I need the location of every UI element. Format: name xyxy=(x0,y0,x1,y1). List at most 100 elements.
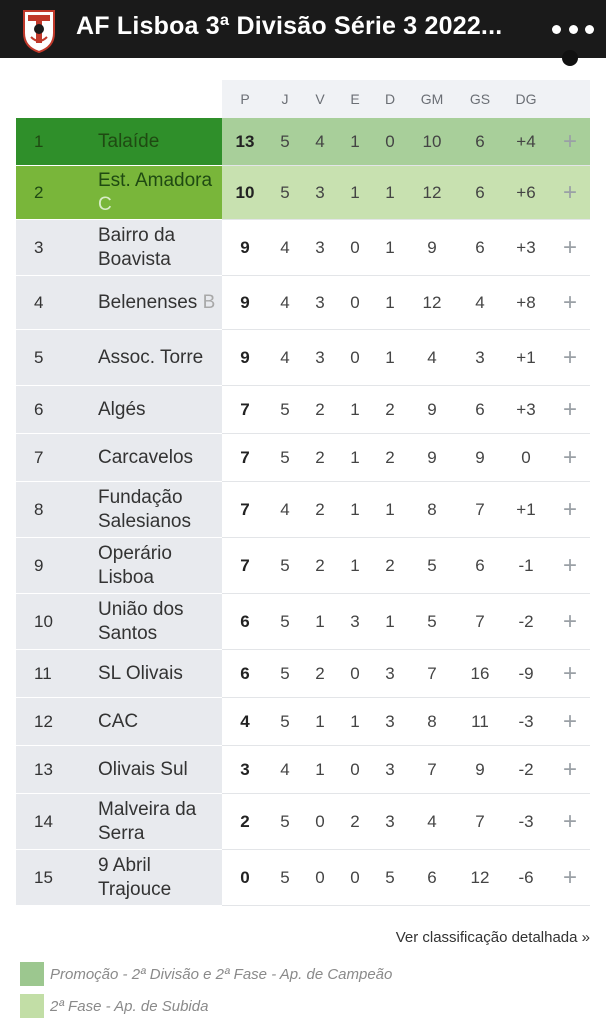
stat-gs: 7 xyxy=(475,499,485,519)
team-name[interactable]: Operário Lisboa xyxy=(98,538,220,593)
team-name[interactable]: Carcavelos xyxy=(98,434,220,481)
position-number: 3 xyxy=(34,237,44,257)
legend-swatch-second-phase xyxy=(20,994,44,1018)
team-name[interactable]: Talaíde xyxy=(98,118,220,165)
stat-p: 4 xyxy=(240,711,250,731)
team-name[interactable]: Belenenses B xyxy=(98,276,220,329)
table-row[interactable]: 12 CAC 4 5 1 1 3 8 11 -3 + xyxy=(16,698,590,746)
row-stats: 2 5 0 2 3 4 7 -3 + xyxy=(222,794,590,850)
stat-d: 5 xyxy=(385,867,395,887)
team-name[interactable]: Algés xyxy=(98,386,220,433)
table-row[interactable]: 2 Est. Amadora C 10 5 3 1 1 12 6 +6 + xyxy=(16,166,590,220)
team-name[interactable]: Assoc. Torre xyxy=(98,330,220,385)
table-row[interactable]: 15 9 Abril Trajouce 0 5 0 0 5 6 12 -6 + xyxy=(16,850,590,906)
team-name-text: Bairro da Boavista xyxy=(98,224,176,270)
team-name[interactable]: Malveira da Serra xyxy=(98,794,220,849)
table-row[interactable]: 8 Fundação Salesianos 7 4 2 1 1 8 7 +1 + xyxy=(16,482,590,538)
team-name[interactable]: União dos Santos xyxy=(98,594,220,649)
expand-plus-icon[interactable]: + xyxy=(562,659,578,687)
stat-v: 1 xyxy=(315,759,325,779)
expand-plus-icon[interactable]: + xyxy=(562,707,578,735)
stat-j: 5 xyxy=(280,447,290,467)
table-row[interactable]: 11 SL Olivais 6 5 2 0 3 7 16 -9 + xyxy=(16,650,590,698)
table-row[interactable]: 7 Carcavelos 7 5 2 1 2 9 9 0 + xyxy=(16,434,590,482)
stat-d: 1 xyxy=(385,347,395,367)
row-stats: 0 5 0 0 5 6 12 -6 + xyxy=(222,850,590,906)
stat-d: 1 xyxy=(385,182,395,202)
expand-plus-icon[interactable]: + xyxy=(562,551,578,579)
table-row[interactable]: 4 Belenenses B 9 4 3 0 1 12 4 +8 + xyxy=(16,276,590,330)
expand-plus-icon[interactable]: + xyxy=(562,863,578,891)
column-header-v: V xyxy=(315,91,325,107)
stat-e: 0 xyxy=(350,663,360,683)
stat-e: 2 xyxy=(350,811,360,831)
row-stats: 9 4 3 0 1 9 6 +3 + xyxy=(222,220,590,276)
stat-dg: -2 xyxy=(518,759,534,779)
row-team-cell: 15 9 Abril Trajouce xyxy=(16,850,222,906)
expand-plus-icon[interactable]: + xyxy=(562,395,578,423)
legend-label-second-phase: 2ª Fase - Ap. de Subida xyxy=(50,997,209,1015)
expand-plus-icon[interactable]: + xyxy=(562,807,578,835)
column-header-dg: DG xyxy=(515,91,537,107)
position-number: 9 xyxy=(34,555,44,575)
position-number: 8 xyxy=(34,499,44,519)
team-name[interactable]: Est. Amadora C xyxy=(98,166,220,219)
detailed-standings-link[interactable]: Ver classificação detalhada » xyxy=(395,929,590,946)
table-row[interactable]: 1 Talaíde 13 5 4 1 0 10 6 +4 + xyxy=(16,118,590,166)
stat-gm: 9 xyxy=(427,237,437,257)
team-name[interactable]: CAC xyxy=(98,698,220,745)
stat-dg: -1 xyxy=(518,555,534,575)
table-row[interactable]: 10 União dos Santos 6 5 1 3 1 5 7 -2 + xyxy=(16,594,590,650)
expand-plus-icon[interactable]: + xyxy=(562,343,578,371)
table-row[interactable]: 5 Assoc. Torre 9 4 3 0 1 4 3 +1 + xyxy=(16,330,590,386)
expand-plus-icon[interactable]: + xyxy=(562,607,578,635)
table-row[interactable]: 3 Bairro da Boavista 9 4 3 0 1 9 6 +3 + xyxy=(16,220,590,276)
team-name-text: Olivais Sul xyxy=(98,758,188,780)
stat-dg: -6 xyxy=(518,867,534,887)
table-row[interactable]: 13 Olivais Sul 3 4 1 0 3 7 9 -2 + xyxy=(16,746,590,794)
expand-plus-icon[interactable]: + xyxy=(562,288,578,316)
table-row[interactable]: 9 Operário Lisboa 7 5 2 1 2 5 6 -1 + xyxy=(16,538,590,594)
expand-plus-icon[interactable]: + xyxy=(562,127,578,155)
position-number: 2 xyxy=(34,182,44,202)
stat-dg: 0 xyxy=(521,447,531,467)
more-dots-icon[interactable] xyxy=(552,18,594,40)
stat-j: 5 xyxy=(280,131,290,151)
expand-plus-icon[interactable]: + xyxy=(562,495,578,523)
team-name[interactable]: Olivais Sul xyxy=(98,746,220,793)
stat-d: 2 xyxy=(385,447,395,467)
team-name[interactable]: Bairro da Boavista xyxy=(98,220,220,275)
row-team-cell: 10 União dos Santos xyxy=(16,594,222,650)
team-name[interactable]: Fundação Salesianos xyxy=(98,482,220,537)
team-name-text: Algés xyxy=(98,398,146,420)
stat-gs: 11 xyxy=(471,711,489,731)
stat-gm: 12 xyxy=(422,182,442,202)
stat-v: 2 xyxy=(315,663,325,683)
table-row[interactable]: 14 Malveira da Serra 2 5 0 2 3 4 7 -3 + xyxy=(16,794,590,850)
stat-dg: +8 xyxy=(516,292,536,312)
team-name-text: Fundação Salesianos xyxy=(98,486,191,532)
stat-d: 2 xyxy=(385,555,395,575)
stat-dg: +4 xyxy=(516,131,536,151)
column-header-e: E xyxy=(350,91,360,107)
stat-e: 1 xyxy=(350,182,360,202)
stat-gs: 6 xyxy=(475,399,485,419)
expand-plus-icon[interactable]: + xyxy=(562,233,578,261)
stat-v: 2 xyxy=(315,447,325,467)
table-row[interactable]: 6 Algés 7 5 2 1 2 9 6 +3 + xyxy=(16,386,590,434)
row-stats: 13 5 4 1 0 10 6 +4 + xyxy=(222,118,590,166)
row-team-cell: 2 Est. Amadora C xyxy=(16,166,222,220)
team-name[interactable]: SL Olivais xyxy=(98,650,220,697)
expand-plus-icon[interactable]: + xyxy=(562,755,578,783)
expand-plus-icon[interactable]: + xyxy=(562,178,578,206)
position-number: 13 xyxy=(34,759,53,779)
expand-plus-icon[interactable]: + xyxy=(562,443,578,471)
row-team-cell: 3 Bairro da Boavista xyxy=(16,220,222,276)
legend: Promoção - 2ª Divisão e 2ª Fase - Ap. de… xyxy=(20,958,392,1022)
team-name[interactable]: 9 Abril Trajouce xyxy=(98,850,220,905)
stat-p: 2 xyxy=(240,811,250,831)
position-number: 5 xyxy=(34,347,44,367)
team-name-text: Belenenses xyxy=(98,291,198,313)
position-number: 15 xyxy=(34,867,53,887)
stat-gm: 9 xyxy=(427,447,437,467)
